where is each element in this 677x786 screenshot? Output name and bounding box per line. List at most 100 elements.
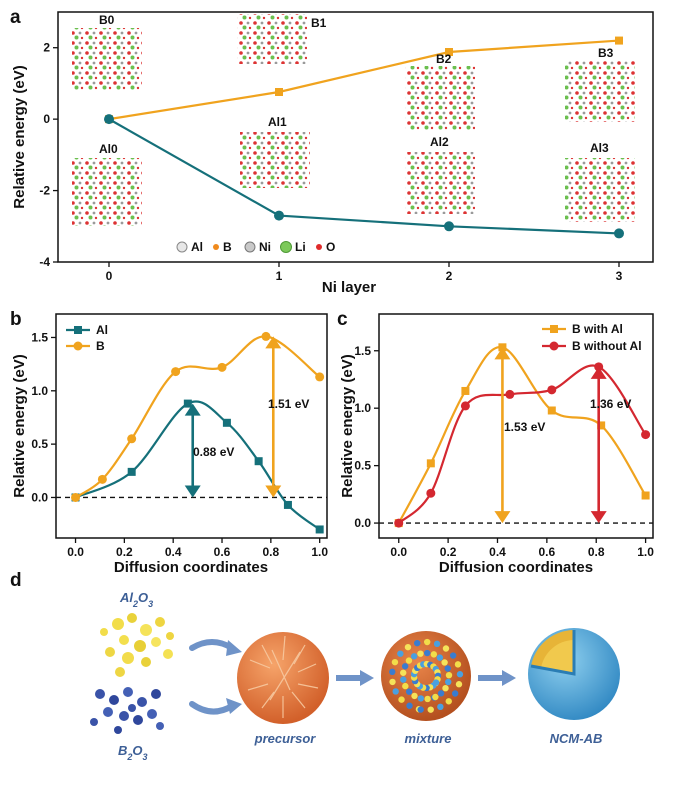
structure-image xyxy=(72,158,142,226)
mixture-label: mixture xyxy=(405,731,452,746)
legend-label: B without Al xyxy=(572,339,642,353)
annotation-b-with-al: 1.53 eV xyxy=(504,420,545,434)
mixture-speck xyxy=(456,671,464,678)
legend-c: B with Al B without Al xyxy=(542,322,642,353)
mixture-speck xyxy=(414,639,421,647)
mixture-speck xyxy=(404,643,412,651)
data-point xyxy=(615,36,623,45)
structure-image xyxy=(405,66,475,130)
x-tick-label: 0.0 xyxy=(67,545,84,559)
al-atom-icon xyxy=(176,241,188,253)
x-tick-label: 0.4 xyxy=(489,545,506,559)
mixture-particle xyxy=(381,631,471,721)
mixture-speck xyxy=(436,654,444,661)
plot-a-axes: 0 1 2 3 -4 -2 0 2 xyxy=(39,41,622,283)
mixture-speck xyxy=(411,692,418,700)
mixture-speck xyxy=(389,678,396,686)
ncm-ab-particle xyxy=(528,628,620,720)
data-point xyxy=(597,421,606,430)
mixture-speck xyxy=(417,706,424,713)
x-tick-label: 0.4 xyxy=(165,545,182,559)
structure-label: B3 xyxy=(598,46,614,60)
x-tick-label: 0 xyxy=(106,269,113,283)
mixture-speck xyxy=(417,695,425,702)
data-point xyxy=(275,88,283,96)
mixture-speck xyxy=(444,665,451,672)
mixture-speck xyxy=(454,661,462,668)
y-axis-label: Relative energy (eV) xyxy=(11,354,28,497)
y-axis-label: Relative energy (eV) xyxy=(11,65,28,208)
x-tick-label: 0.2 xyxy=(116,545,133,559)
legend-b: B xyxy=(223,240,232,254)
x-tick-label: 0.6 xyxy=(539,545,556,559)
structure-image xyxy=(565,158,635,222)
plot-a-series xyxy=(104,36,624,239)
mixture-speck xyxy=(405,688,413,695)
annotation-b-without-al: 1.36 eV xyxy=(590,397,631,411)
arrowhead-icon xyxy=(184,485,201,498)
x-axis-label: Ni layer xyxy=(322,279,376,296)
x-tick-label: 3 xyxy=(616,269,623,283)
series-line xyxy=(74,335,321,499)
b-atom-icon xyxy=(213,244,219,250)
precursor-label: precursor xyxy=(254,731,317,746)
arrowhead-icon xyxy=(360,670,374,686)
panel-label-b: b xyxy=(10,309,22,330)
mixture-speck xyxy=(430,651,438,658)
arrowhead-icon xyxy=(502,670,516,686)
x-tick-label: 1.0 xyxy=(311,545,328,559)
y-tick-label: 0.0 xyxy=(31,490,48,504)
panel-c: 0.0 0.2 0.4 0.6 0.8 1.0 0.0 0.5 1.0 1.5 B with Al… xyxy=(339,313,654,576)
mixture-speck xyxy=(424,695,431,703)
b2o3-particles xyxy=(90,687,164,734)
data-point xyxy=(547,385,557,395)
mixture-speck xyxy=(437,690,445,697)
plot-c-series xyxy=(379,343,653,528)
structure-image xyxy=(72,28,142,90)
x-tick-label: 1.0 xyxy=(637,545,654,559)
y-tick-label: 1.0 xyxy=(31,384,48,398)
legend-label: B with Al xyxy=(572,322,623,336)
mixture-speck xyxy=(451,690,459,697)
mixture-speck xyxy=(441,659,448,666)
data-point xyxy=(104,114,114,125)
data-point xyxy=(461,386,470,395)
data-point xyxy=(505,389,515,399)
series-line xyxy=(108,118,620,235)
process-arrow-icon xyxy=(189,701,235,715)
x-axis-label: Diffusion coordinates xyxy=(114,559,268,576)
structure-label: Al3 xyxy=(590,141,609,155)
legend-label: B xyxy=(96,339,105,353)
data-point xyxy=(97,474,107,484)
data-point xyxy=(445,48,453,56)
y-tick-label: -4 xyxy=(39,255,50,269)
plot-frame xyxy=(55,313,328,539)
o-atom-icon xyxy=(316,244,322,250)
mixture-speck xyxy=(389,668,396,676)
data-point xyxy=(217,362,227,372)
mixture-speck xyxy=(400,669,407,676)
series-line xyxy=(397,346,647,524)
data-point xyxy=(394,518,404,528)
legend-marker xyxy=(549,341,559,351)
legend-marker xyxy=(73,341,83,351)
arrowhead-icon xyxy=(265,336,282,349)
mixture-speck xyxy=(437,703,444,711)
data-point xyxy=(127,467,136,476)
data-point xyxy=(254,457,263,466)
plot-b-axes: 0.0 0.2 0.4 0.6 0.8 1.0 0.0 0.5 1.0 1.5 xyxy=(31,330,328,559)
y-tick-label: -2 xyxy=(39,184,50,198)
structure-label: B1 xyxy=(311,16,327,30)
plot-c-axes: 0.0 0.2 0.4 0.6 0.8 1.0 0.0 0.5 1.0 1.5 xyxy=(354,344,654,559)
data-point xyxy=(183,399,192,408)
y-tick-label: 0.5 xyxy=(354,459,371,473)
mixture-speck xyxy=(427,706,434,713)
data-point xyxy=(274,210,284,221)
mixture-speck xyxy=(398,696,405,703)
x-tick-label: 0.6 xyxy=(214,545,231,559)
legend-marker xyxy=(550,325,558,333)
mixture-speck xyxy=(432,693,439,701)
structure-label: B0 xyxy=(99,13,115,27)
mixture-speck xyxy=(445,678,452,686)
y-tick-label: 0.5 xyxy=(31,437,48,451)
